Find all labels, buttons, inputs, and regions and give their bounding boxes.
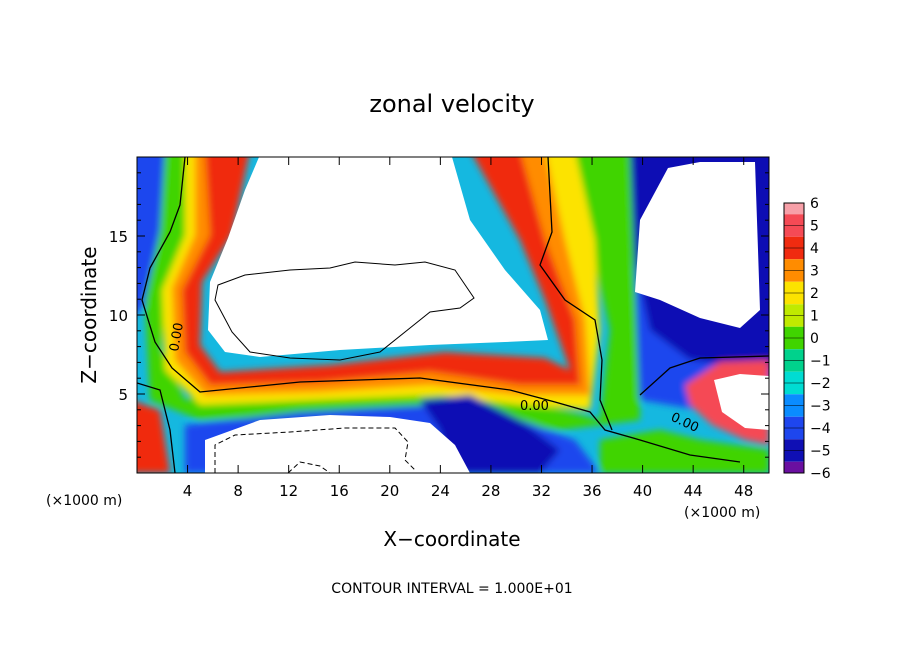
colorbar-label: 4 xyxy=(810,241,819,257)
saturated-region-right xyxy=(635,162,760,328)
saturated-region-bottom xyxy=(205,415,470,473)
x-tick-label: 48 xyxy=(734,482,753,500)
y-axis-label: Z−coordinate xyxy=(77,246,101,383)
plot-area: 0.00 0.00 0.00 4 8 12 16 20 24 28 32 36 40 44 48 51… xyxy=(109,156,770,500)
colorbar-label: −3 xyxy=(810,399,831,415)
contour-interval-note: CONTOUR INTERVAL = 1.000E+01 xyxy=(331,581,572,597)
y-tick-label: 10 xyxy=(109,307,128,325)
colorbar-label: 2 xyxy=(810,286,819,302)
colorbar-swatches xyxy=(784,202,804,474)
x-tick-label: 32 xyxy=(532,482,551,500)
x-tick-label: 20 xyxy=(380,482,399,500)
field-band-red xyxy=(182,157,580,385)
colorbar-label: −5 xyxy=(810,444,831,460)
saturated-region-lower-right xyxy=(714,374,769,430)
x-tick-label: 44 xyxy=(684,482,703,500)
axis-ticks xyxy=(137,157,769,473)
x-tick-label: 4 xyxy=(183,482,193,500)
y-tick-labels: 5 10 15 xyxy=(109,228,128,404)
colorbar-label: −6 xyxy=(810,466,831,482)
colorbar: 6 5 4 3 2 1 0 −1 −2 −3 −4 −5 −6 xyxy=(783,196,831,482)
colorbar-swatch xyxy=(784,203,804,215)
contour-label-left: 0.00 xyxy=(167,322,187,353)
contour-zero-left xyxy=(141,157,741,463)
x-tick-label: 24 xyxy=(431,482,450,500)
colorbar-label: −4 xyxy=(810,421,831,437)
y-tick-label: 5 xyxy=(118,386,128,404)
contour-negative-bottom xyxy=(214,427,416,473)
x-tick-label: 28 xyxy=(481,482,500,500)
colorbar-label: −2 xyxy=(810,376,831,392)
y-tick-label: 15 xyxy=(109,228,128,246)
x-axis-label: X−coordinate xyxy=(383,527,520,551)
colorbar-label: −1 xyxy=(810,354,831,370)
colorbar-label: 3 xyxy=(810,264,819,280)
x-tick-labels: 4 8 12 16 20 24 28 32 36 40 44 48 xyxy=(183,482,753,500)
colorbar-labels: 6 5 4 3 2 1 0 −1 −2 −3 −4 −5 −6 xyxy=(810,196,831,482)
contour-zero-lowerright xyxy=(639,355,769,396)
field-band-neg-left xyxy=(137,157,170,313)
chart-title: zonal velocity xyxy=(369,90,534,118)
contour-positive-inner xyxy=(214,261,475,361)
contour-label-center: 0.00 xyxy=(520,399,549,414)
colorbar-label: 1 xyxy=(810,309,819,325)
colorbar-frame xyxy=(783,202,805,474)
x-tick-label: 8 xyxy=(233,482,243,500)
colorbar-label: 5 xyxy=(810,219,819,235)
saturated-region-upper xyxy=(208,157,548,357)
x-tick-label: 36 xyxy=(582,482,601,500)
contour-negative-bottom-small xyxy=(287,461,331,473)
contour-zero-right xyxy=(539,157,613,431)
x-tick-label: 40 xyxy=(633,482,652,500)
colorbar-label: 0 xyxy=(810,331,819,347)
x-tick-label: 12 xyxy=(279,482,298,500)
contour-lines xyxy=(137,157,769,473)
velocity-field: 0.00 0.00 0.00 xyxy=(137,157,769,473)
x-unit-left: (×1000 m) xyxy=(46,493,122,509)
colorbar-label: 6 xyxy=(810,196,819,212)
x-unit-right: (×1000 m) xyxy=(684,505,760,521)
x-tick-label: 16 xyxy=(330,482,349,500)
contour-zero-bottomleft xyxy=(137,382,176,473)
field-band-bottom-left xyxy=(137,402,170,473)
colorbar-swatch xyxy=(784,461,804,473)
